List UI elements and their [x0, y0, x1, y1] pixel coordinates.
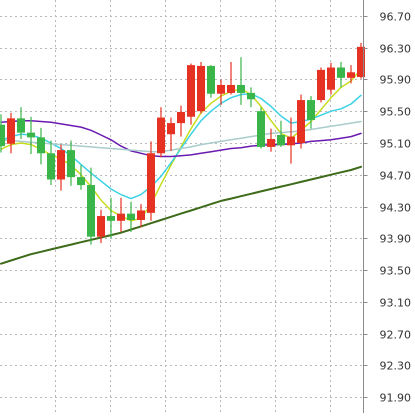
candle	[127, 201, 135, 232]
candle	[317, 67, 325, 103]
candle-body-down	[0, 124, 5, 147]
candle	[287, 117, 295, 164]
y-tick-label: 91.90	[380, 392, 412, 405]
candle-body-up	[147, 153, 155, 213]
candle	[337, 61, 345, 88]
candle-body-up	[97, 216, 105, 237]
candle-body-down	[107, 216, 115, 221]
candle-body-down	[37, 137, 45, 154]
candle-body-up	[227, 84, 235, 93]
candle-body-down	[337, 67, 345, 78]
candle-body-down	[277, 135, 285, 146]
candle-body-down	[47, 153, 55, 180]
candle	[207, 65, 215, 98]
candle	[297, 94, 305, 149]
candle	[347, 65, 355, 84]
candle	[0, 114, 5, 153]
candle-body-down	[67, 150, 75, 178]
candle-body-down	[207, 65, 215, 94]
candle-body-up	[57, 150, 65, 180]
y-tick-label: 96.70	[380, 11, 412, 24]
candle-body-up	[287, 136, 295, 146]
candle	[327, 62, 335, 95]
candle	[187, 63, 195, 125]
candle-body-up	[157, 117, 165, 154]
candle-body-up	[327, 67, 335, 90]
candle-body-up	[357, 46, 365, 78]
candle-body-up	[167, 123, 175, 135]
candle	[267, 128, 275, 152]
candle	[157, 107, 165, 158]
candle-body-up	[197, 65, 205, 112]
candle	[57, 144, 65, 191]
candle	[167, 117, 175, 151]
candle-body-down	[17, 118, 25, 133]
candle	[257, 107, 265, 149]
candle-body-down	[27, 132, 35, 138]
y-tick-label: 95.90	[380, 74, 412, 87]
candle-body-down	[87, 185, 95, 237]
candle-body-up	[347, 72, 355, 78]
candle	[277, 120, 285, 147]
candle	[177, 105, 185, 137]
candle	[307, 96, 315, 129]
y-tick-label: 94.70	[380, 170, 412, 183]
candles	[0, 42, 365, 245]
candle	[77, 165, 85, 190]
y-tick-label: 92.70	[380, 329, 412, 342]
y-tick-label: 93.90	[380, 233, 412, 246]
candle-body-up	[137, 210, 145, 221]
candle	[107, 197, 115, 239]
candle	[227, 61, 235, 95]
y-tick-label: 96.30	[380, 43, 412, 56]
candle-body-down	[237, 84, 245, 93]
candle	[67, 140, 75, 186]
y-tick-label: 95.10	[380, 138, 412, 151]
candle-body-down	[77, 177, 85, 186]
y-axis-ticks: 96.70 96.30 95.90 95.50 95.10 94.70 94.30 93.90…	[363, 11, 412, 405]
candle-body-up	[117, 213, 125, 221]
y-tick-label: 92.30	[380, 360, 412, 373]
moving-average-line	[0, 165, 362, 265]
candle	[137, 204, 145, 228]
y-tick-label: 93.10	[380, 297, 412, 310]
candle	[237, 57, 245, 105]
candle	[87, 167, 95, 245]
grid	[0, 0, 363, 413]
candle	[357, 42, 365, 79]
candle-body-down	[247, 92, 255, 100]
candle	[27, 116, 35, 155]
candle-body-down	[127, 213, 135, 221]
candle-body-up	[317, 69, 325, 101]
candle	[147, 141, 155, 221]
candle	[197, 61, 205, 114]
candle-body-down	[307, 100, 315, 120]
candle	[217, 79, 225, 105]
candle-body-up	[217, 84, 225, 94]
candle-body-up	[177, 111, 185, 124]
y-tick-label: 94.30	[380, 202, 412, 215]
candle	[37, 127, 45, 165]
candle	[117, 197, 125, 232]
candle	[7, 112, 15, 154]
candle	[247, 87, 255, 108]
candle-body-up	[7, 118, 15, 144]
candle-body-down	[257, 111, 265, 147]
candle	[17, 107, 25, 139]
candle-body-up	[267, 138, 275, 147]
candle	[47, 140, 55, 186]
candle	[97, 209, 105, 244]
candle-body-up	[297, 100, 305, 143]
y-tick-label: 93.50	[380, 265, 412, 278]
candle-body-up	[187, 65, 195, 117]
y-tick-label: 95.50	[380, 106, 412, 119]
